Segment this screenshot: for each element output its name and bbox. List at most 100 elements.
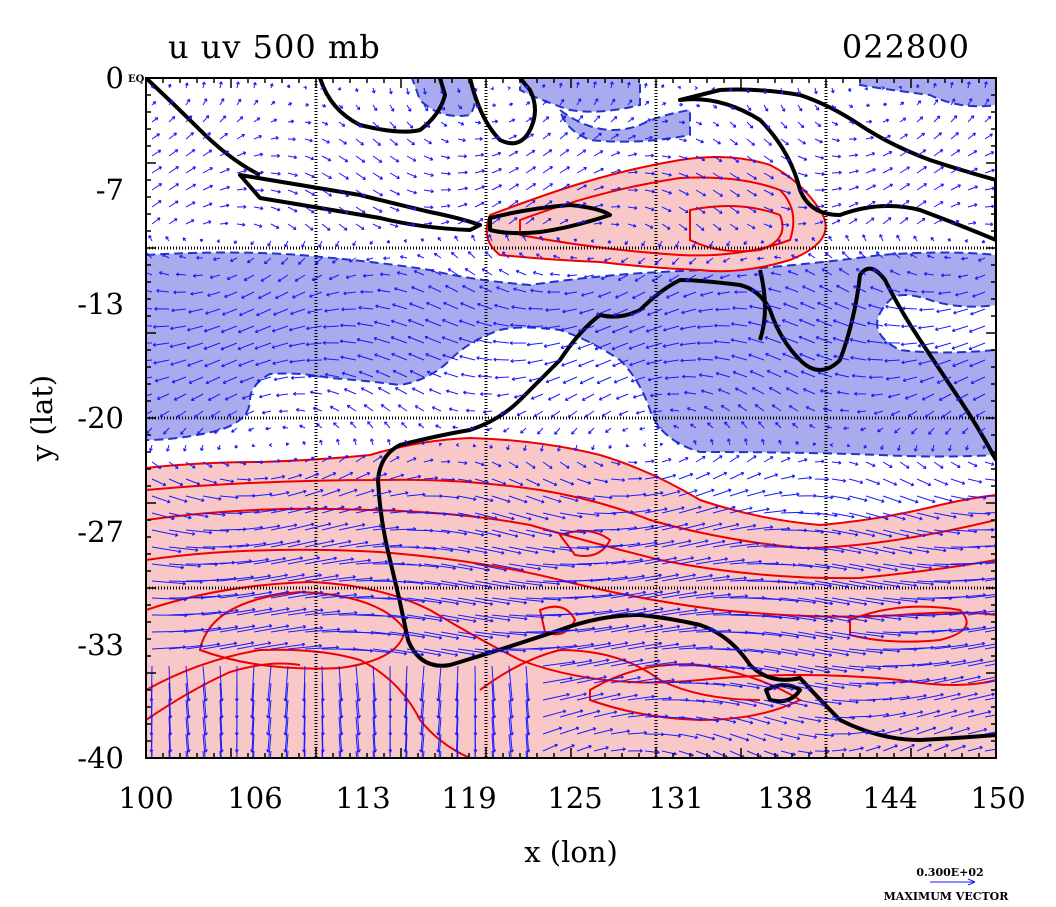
wind-vector xyxy=(287,137,296,142)
wind-vector xyxy=(474,461,485,467)
wind-vector xyxy=(362,273,374,278)
wind-vector xyxy=(899,495,919,504)
wind-vector xyxy=(865,614,902,621)
wind-vector xyxy=(916,743,932,752)
wind-vector xyxy=(168,218,178,225)
wind-vector xyxy=(304,138,313,143)
wind-vector xyxy=(813,87,818,95)
wind-vector xyxy=(525,200,536,208)
wind-vector xyxy=(828,235,833,242)
wind-vector xyxy=(967,643,996,650)
wind-vector xyxy=(865,478,881,486)
wind-vector xyxy=(457,170,468,175)
wind-vector xyxy=(894,427,901,434)
wind-vector xyxy=(865,152,876,157)
wind-vector xyxy=(491,597,528,605)
wind-vector xyxy=(309,390,323,395)
wind-vector xyxy=(383,256,391,261)
wind-vector xyxy=(882,200,893,208)
wind-vector xyxy=(644,135,653,140)
wind-vector xyxy=(287,206,298,213)
wind-vector xyxy=(967,461,978,468)
wind-vector xyxy=(474,546,505,555)
wind-vector xyxy=(202,478,218,485)
wind-vector xyxy=(796,87,801,95)
wind-vector xyxy=(146,410,153,417)
wind-vector xyxy=(372,121,380,129)
wind-vector xyxy=(593,624,630,633)
wind-vector xyxy=(456,733,459,758)
wind-vector xyxy=(236,624,273,633)
wind-vector xyxy=(729,541,760,548)
wind-vector xyxy=(219,591,256,599)
wind-vector xyxy=(253,590,290,599)
wind-vector xyxy=(304,172,315,179)
wind-vector xyxy=(270,523,298,531)
wind-vector xyxy=(440,597,477,606)
wind-vector xyxy=(576,184,588,191)
wind-vector xyxy=(355,472,371,480)
wind-vector xyxy=(722,257,731,263)
wind-vector xyxy=(819,389,833,395)
wind-vector xyxy=(406,138,415,146)
wind-vector xyxy=(498,268,510,276)
wind-vector xyxy=(832,319,850,327)
wind-vector xyxy=(414,405,425,412)
wind-vector xyxy=(627,659,661,667)
wind-vector xyxy=(610,711,635,718)
wind-vector xyxy=(389,172,400,179)
wind-vector xyxy=(967,745,983,752)
wind-vector xyxy=(598,393,612,401)
wind-vector xyxy=(746,121,754,129)
wind-vector xyxy=(341,307,357,312)
wind-vector xyxy=(688,257,697,265)
wind-vector xyxy=(763,138,772,146)
wind-vector xyxy=(981,239,986,244)
wind-vector xyxy=(363,404,374,412)
wind-vector xyxy=(168,495,188,503)
wind-vector xyxy=(610,461,621,466)
wind-vector xyxy=(175,272,187,277)
wind-vector xyxy=(882,546,913,555)
wind-vector xyxy=(882,118,890,123)
wind-vector xyxy=(967,610,996,616)
wind-vector xyxy=(406,597,443,605)
wind-vector xyxy=(984,115,992,123)
wind-vector xyxy=(389,648,425,657)
wind-vector xyxy=(190,291,204,296)
wind-vector xyxy=(950,184,962,191)
wind-vector xyxy=(797,699,825,707)
wind-vector xyxy=(321,610,358,616)
wind-vector xyxy=(848,478,864,485)
wind-vector xyxy=(683,291,697,298)
wind-vector xyxy=(805,406,816,412)
wind-vector xyxy=(465,408,476,413)
wind-vector xyxy=(749,370,765,378)
wind-vector xyxy=(440,563,474,572)
wind-vector xyxy=(336,438,340,446)
wind-vector xyxy=(797,716,822,723)
wind-vector xyxy=(253,524,281,531)
wind-vector xyxy=(474,218,484,225)
wind-vector xyxy=(610,116,618,123)
wind-vector xyxy=(253,573,288,582)
wind-vector xyxy=(865,201,876,208)
wind-vector xyxy=(355,524,383,531)
wind-vector xyxy=(780,138,789,146)
wind-vector xyxy=(763,456,774,463)
wind-vector xyxy=(654,257,663,265)
wind-vector xyxy=(345,274,357,279)
wind-vector xyxy=(423,205,434,210)
wind-vector xyxy=(287,556,321,565)
wind-vector xyxy=(814,138,823,144)
wind-vector xyxy=(868,303,884,310)
wind-vector xyxy=(440,459,451,464)
wind-vector xyxy=(746,665,780,673)
wind-vector xyxy=(305,325,323,331)
wind-vector xyxy=(644,491,664,497)
wind-vector xyxy=(389,121,397,129)
wind-vector xyxy=(253,170,264,175)
wind-vector xyxy=(525,563,559,570)
wind-vector xyxy=(778,439,782,446)
wind-vector xyxy=(867,357,884,362)
